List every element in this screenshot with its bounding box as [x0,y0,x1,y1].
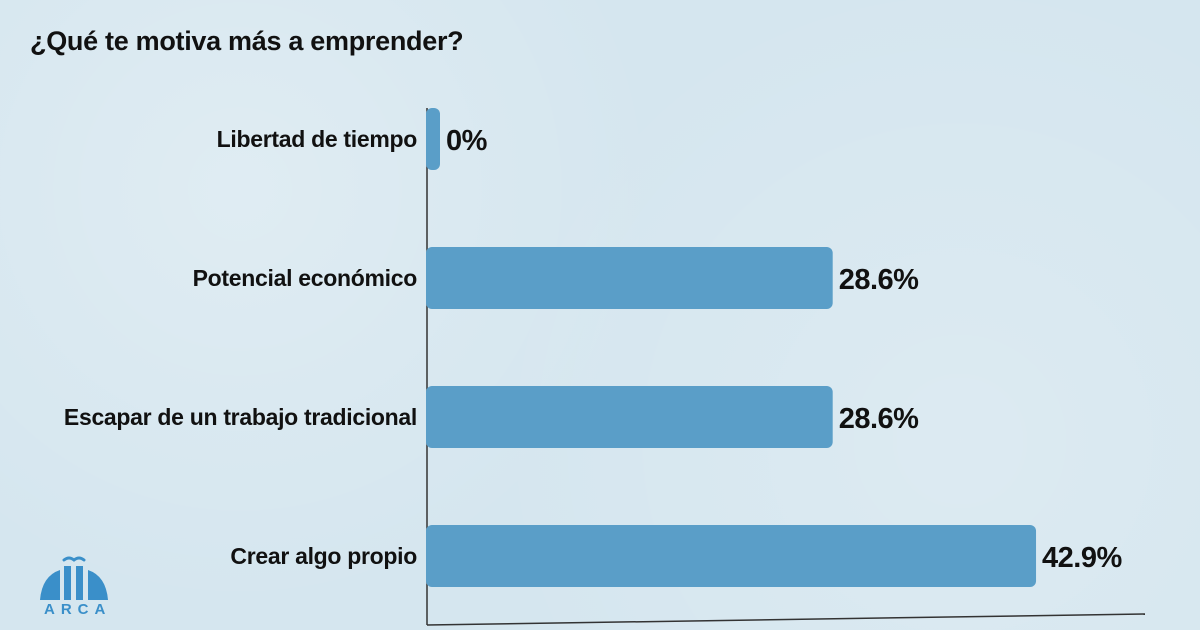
value-label: 0% [446,125,488,157]
bar [426,525,1037,587]
category-label: Potencial económico [193,265,418,291]
value-label: 28.6% [839,403,919,435]
arca-logo-icon [40,556,108,600]
bar [426,386,833,448]
value-label: 42.9% [1042,542,1122,574]
bar [426,108,440,170]
category-label: Escapar de un trabajo tradicional [64,404,417,430]
category-label: Libertad de tiempo [217,126,418,152]
category-label: Crear algo propio [230,543,417,569]
logo-text: ARCA [44,601,112,618]
value-label: 28.6% [839,264,919,296]
chart-title: ¿Qué te motiva más a emprender? [30,26,464,56]
bar [426,247,833,309]
x-axis-line [426,613,1146,626]
